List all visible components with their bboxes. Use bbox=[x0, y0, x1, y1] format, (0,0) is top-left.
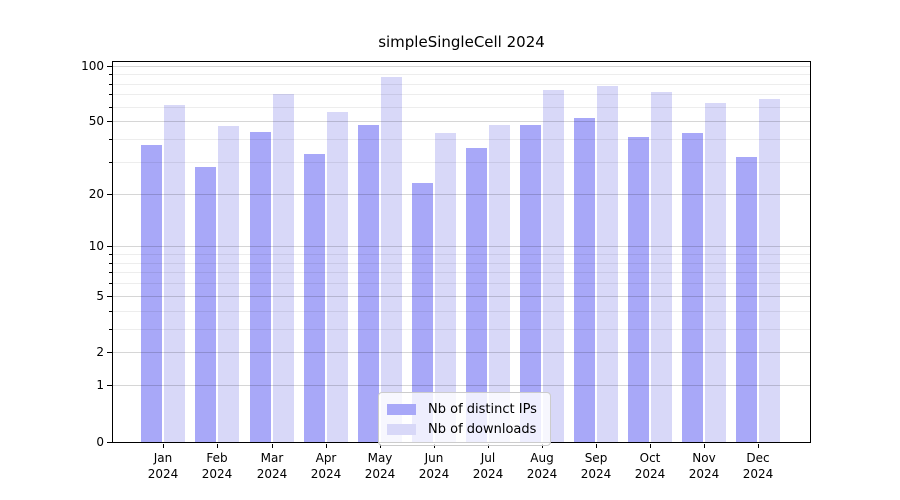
legend-swatch-downloads bbox=[387, 423, 416, 435]
y-minor-tick-8 bbox=[109, 263, 112, 264]
x-tick-jan bbox=[163, 444, 164, 448]
y-tick-label-10: 10 bbox=[88, 239, 104, 253]
x-tick-label-oct: Oct 2024 bbox=[634, 451, 666, 481]
y-tick-label-0: 0 bbox=[96, 435, 104, 449]
bar-distinct-ips-feb bbox=[195, 167, 217, 442]
x-tick-label-dec: Dec 2024 bbox=[742, 451, 774, 481]
x-tick-aug bbox=[542, 444, 543, 448]
bar-distinct-ips-may bbox=[357, 124, 379, 442]
y-minor-tick-3 bbox=[109, 329, 112, 330]
bar-distinct-ips-oct bbox=[628, 137, 650, 442]
y-tick-0 bbox=[107, 442, 112, 443]
x-tick-label-nov: Nov 2024 bbox=[688, 451, 720, 481]
x-tick-may bbox=[380, 444, 381, 448]
bar-distinct-ips-mar bbox=[249, 131, 271, 442]
y-tick-100 bbox=[107, 66, 112, 67]
y-tick-2 bbox=[107, 352, 112, 353]
y-tick-label-20: 20 bbox=[88, 187, 104, 201]
x-tick-jun bbox=[434, 444, 435, 448]
y-tick-10 bbox=[107, 246, 112, 247]
y-minor-tick-70 bbox=[109, 94, 112, 95]
x-tick-sep bbox=[596, 444, 597, 448]
bar-downloads-dec bbox=[759, 99, 781, 442]
x-tick-label-feb: Feb 2024 bbox=[201, 451, 233, 481]
x-tick-feb bbox=[217, 444, 218, 448]
x-tick-label-mar: Mar 2024 bbox=[256, 451, 288, 481]
y-tick-label-50: 50 bbox=[88, 114, 104, 128]
y-minor-tick-40 bbox=[109, 139, 112, 140]
x-tick-mar bbox=[272, 444, 273, 448]
y-tick-label-2: 2 bbox=[96, 345, 104, 359]
y-minor-tick-60 bbox=[109, 107, 112, 108]
y-tick-5 bbox=[107, 296, 112, 297]
bar-distinct-ips-jun bbox=[411, 182, 433, 442]
x-tick-dec bbox=[758, 444, 759, 448]
x-tick-label-may: May 2024 bbox=[364, 451, 396, 481]
bar-downloads-aug bbox=[543, 89, 564, 442]
y-tick-label-5: 5 bbox=[96, 289, 104, 303]
x-tick-label-apr: Apr 2024 bbox=[310, 451, 342, 481]
x-tick-label-sep: Sep 2024 bbox=[580, 451, 612, 481]
x-tick-apr bbox=[326, 444, 327, 448]
bar-downloads-mar bbox=[272, 94, 294, 442]
y-tick-label-1: 1 bbox=[96, 378, 104, 392]
bar-downloads-apr bbox=[326, 112, 348, 442]
y-minor-tick-4 bbox=[109, 311, 112, 312]
bar-distinct-ips-apr bbox=[303, 154, 325, 442]
y-minor-tick-30 bbox=[109, 162, 112, 163]
bar-distinct-ips-aug bbox=[520, 124, 541, 442]
bar-downloads-may bbox=[380, 76, 402, 442]
y-minor-tick-6 bbox=[109, 283, 112, 284]
chart-title: simpleSingleCell 2024 bbox=[378, 33, 545, 51]
y-minor-tick-9 bbox=[109, 254, 112, 255]
legend: Nb of distinct IPs Nb of downloads bbox=[378, 392, 551, 446]
y-tick-1 bbox=[107, 385, 112, 386]
bar-distinct-ips-dec bbox=[736, 156, 758, 442]
x-tick-label-aug: Aug 2024 bbox=[526, 451, 558, 481]
bar-downloads-nov bbox=[705, 102, 727, 442]
x-tick-nov bbox=[704, 444, 705, 448]
legend-item-downloads: Nb of downloads bbox=[387, 419, 537, 439]
bar-distinct-ips-nov bbox=[682, 133, 704, 442]
bar-downloads-jan bbox=[164, 105, 186, 442]
x-tick-label-jun: Jun 2024 bbox=[418, 451, 450, 481]
y-tick-50 bbox=[107, 121, 112, 122]
x-tick-label-jul: Jul 2024 bbox=[472, 451, 504, 481]
x-tick-oct bbox=[650, 444, 651, 448]
bar-distinct-ips-jan bbox=[141, 145, 163, 442]
y-minor-tick-90 bbox=[109, 74, 112, 75]
legend-swatch-distinct-ips bbox=[387, 403, 416, 415]
x-tick-label-jan: Jan 2024 bbox=[147, 451, 179, 481]
y-tick-20 bbox=[107, 194, 112, 195]
x-tick-jul bbox=[488, 444, 489, 448]
bar-downloads-jul bbox=[488, 124, 510, 442]
legend-label-downloads: Nb of downloads bbox=[428, 421, 537, 437]
y-minor-tick-80 bbox=[109, 84, 112, 85]
bar-downloads-feb bbox=[218, 126, 240, 442]
y-minor-tick-7 bbox=[109, 272, 112, 273]
bar-distinct-ips-sep bbox=[574, 118, 596, 442]
bar-downloads-oct bbox=[651, 92, 673, 442]
bar-distinct-ips-jul bbox=[465, 147, 487, 442]
legend-label-distinct-ips: Nb of distinct IPs bbox=[428, 401, 537, 417]
y-tick-label-100: 100 bbox=[81, 59, 104, 73]
bar-downloads-jun bbox=[434, 133, 456, 442]
legend-item-distinct-ips: Nb of distinct IPs bbox=[387, 399, 537, 419]
bar-downloads-sep bbox=[597, 85, 619, 442]
